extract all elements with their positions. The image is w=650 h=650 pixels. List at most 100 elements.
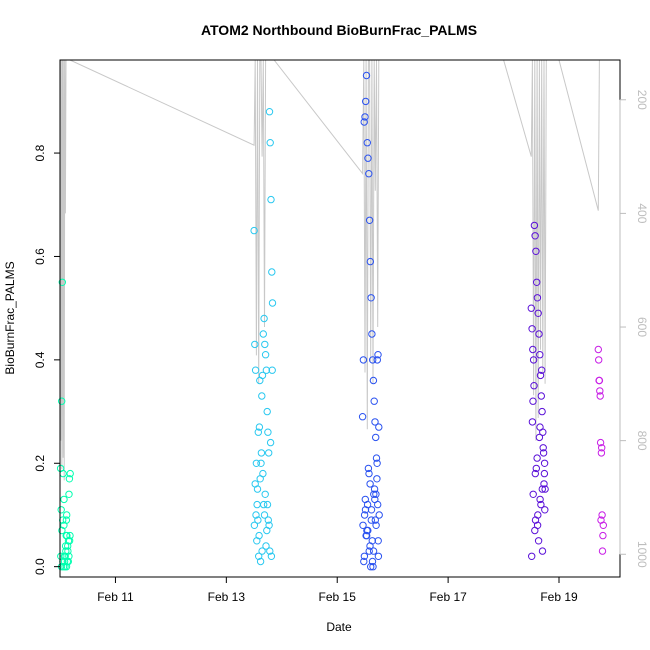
data-point (58, 397, 66, 405)
data-point (535, 433, 544, 442)
series-4 (594, 345, 607, 555)
data-point (538, 547, 547, 555)
data-point (358, 413, 367, 421)
y2-tick-label: 400 (635, 203, 649, 223)
data-point (367, 516, 375, 524)
data-point (251, 480, 259, 488)
data-point (597, 449, 606, 457)
data-point (66, 469, 74, 478)
data-point (598, 511, 606, 519)
data-point (540, 469, 549, 478)
y2-tick-label: 1000 (635, 541, 649, 568)
data-point (370, 490, 378, 498)
data-point (65, 490, 73, 498)
data-point (257, 459, 265, 467)
data-point (365, 170, 373, 178)
data-point (263, 407, 271, 416)
data-point (266, 438, 275, 447)
data-point (372, 490, 380, 498)
data-point (373, 459, 381, 467)
data-point (534, 537, 543, 545)
data-point (530, 221, 539, 230)
data-point (537, 500, 545, 509)
data-point (254, 516, 262, 524)
data-point (537, 392, 545, 400)
data-point (365, 469, 373, 478)
series-2 (358, 71, 383, 571)
data-point (528, 418, 537, 426)
data-point (538, 366, 546, 374)
data-point (536, 423, 544, 431)
data-point (599, 531, 607, 540)
x-axis: Feb 11 Feb 13 Feb 15 Feb 17 Feb 19 (97, 577, 578, 604)
data-point (539, 449, 548, 457)
data-point (528, 325, 536, 333)
series-1 (250, 108, 277, 566)
data-point (532, 464, 540, 473)
y2-tick-label: 800 (635, 431, 649, 451)
data-point (367, 294, 375, 302)
data-point (531, 232, 539, 240)
y2-axis: 200 400 600 800 1000 (619, 90, 649, 568)
data-point (259, 330, 267, 338)
x-tick-label: Feb 19 (540, 590, 578, 604)
data-point (65, 552, 73, 560)
data-point (529, 356, 538, 364)
data-point (64, 542, 72, 550)
data-point (527, 304, 535, 312)
data-point (359, 356, 368, 364)
data-point (66, 531, 74, 540)
data-point (360, 118, 368, 126)
data-point (532, 247, 540, 256)
data-point (362, 71, 371, 80)
data-point (595, 356, 603, 364)
y-tick-label: 0.0 (33, 558, 47, 575)
y-tick-label: 0.8 (33, 144, 47, 161)
data-point (365, 547, 373, 555)
data-point (530, 382, 538, 390)
data-point (531, 469, 539, 478)
data-point (262, 366, 271, 374)
data-point (360, 557, 368, 566)
points-layer (56, 71, 607, 571)
data-point (359, 521, 367, 529)
data-point (536, 371, 545, 380)
data-point (262, 542, 270, 550)
data-point (250, 521, 259, 529)
data-point (369, 376, 378, 385)
data-point (364, 154, 372, 162)
data-point (538, 407, 546, 416)
data-point (261, 490, 269, 498)
data-point (266, 139, 274, 147)
data-point (251, 366, 260, 374)
data-point (535, 330, 543, 338)
chart-title: ATOM2 Northbound BioBurnFrac_PALMS (201, 22, 477, 38)
data-point (534, 309, 542, 317)
data-point (364, 526, 372, 535)
data-point (595, 376, 604, 385)
x-tick-label: Feb 11 (97, 590, 134, 604)
series-3 (527, 221, 549, 560)
data-point (541, 485, 549, 493)
data-point (369, 563, 377, 571)
data-point (260, 500, 268, 509)
data-point (253, 537, 261, 545)
data-point (58, 278, 66, 286)
data-point (259, 469, 267, 478)
data-point (540, 459, 549, 467)
data-point (361, 113, 369, 121)
data-point (374, 552, 383, 560)
data-point (539, 444, 547, 452)
data-point (255, 552, 263, 560)
data-point (364, 464, 373, 473)
data-point (360, 552, 369, 560)
data-point (533, 278, 541, 286)
data-point (261, 351, 270, 359)
x-tick-label: Feb 13 (208, 590, 246, 604)
data-point (374, 537, 382, 545)
data-point (258, 392, 266, 400)
data-point (372, 454, 381, 462)
data-point (361, 495, 369, 504)
data-point (540, 480, 548, 488)
